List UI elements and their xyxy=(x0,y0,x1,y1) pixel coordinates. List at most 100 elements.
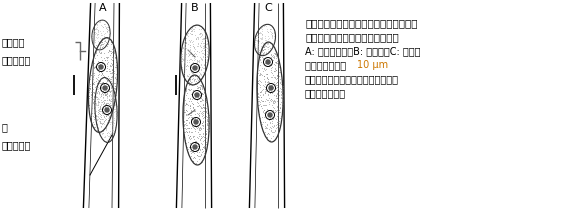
Point xyxy=(109,95,118,98)
Point xyxy=(186,92,196,95)
Point xyxy=(96,79,105,83)
Point xyxy=(253,37,262,41)
Point xyxy=(96,113,106,116)
Point xyxy=(108,120,118,124)
Point xyxy=(179,59,188,63)
Point xyxy=(263,45,272,49)
Text: られる食道腺葉の重なりの変異: られる食道腺葉の重なりの変異 xyxy=(305,32,399,42)
Point xyxy=(104,114,113,117)
Point xyxy=(104,120,113,123)
Point xyxy=(99,25,108,28)
Point xyxy=(109,48,118,51)
Point xyxy=(270,100,279,103)
Point xyxy=(85,87,95,90)
Point xyxy=(264,84,273,87)
Point xyxy=(181,42,191,45)
Point xyxy=(97,102,106,105)
Point xyxy=(94,41,103,45)
Point xyxy=(259,44,269,47)
Point xyxy=(270,69,280,73)
Point xyxy=(263,99,272,102)
Point xyxy=(99,110,109,113)
Point xyxy=(272,76,282,80)
Point xyxy=(95,111,104,115)
Point xyxy=(250,43,259,46)
Point xyxy=(193,37,203,40)
Point xyxy=(109,130,119,133)
Point xyxy=(99,96,108,99)
Point xyxy=(90,117,99,120)
Point xyxy=(273,113,282,116)
Point xyxy=(93,87,102,90)
Point xyxy=(189,57,198,60)
Point xyxy=(93,108,103,112)
Point xyxy=(183,49,193,52)
Point xyxy=(92,81,102,85)
Point xyxy=(186,99,196,102)
Point xyxy=(191,116,200,120)
Point xyxy=(181,48,190,51)
Point xyxy=(110,97,119,100)
Point xyxy=(110,89,119,93)
Point xyxy=(199,106,209,110)
Point xyxy=(192,60,202,63)
Point xyxy=(91,52,101,55)
Point xyxy=(277,100,286,104)
Point xyxy=(101,109,111,112)
Point xyxy=(105,98,114,102)
Point xyxy=(270,33,279,36)
Point xyxy=(182,131,192,134)
Point xyxy=(184,84,193,87)
Point xyxy=(93,99,102,103)
Point xyxy=(188,95,198,98)
Point xyxy=(100,91,109,94)
Point xyxy=(102,104,112,107)
Point xyxy=(95,120,104,123)
Point xyxy=(195,33,204,36)
Point xyxy=(188,76,198,80)
Point xyxy=(102,35,112,39)
Point xyxy=(186,33,195,36)
Point xyxy=(250,38,260,41)
Point xyxy=(195,32,205,35)
Point xyxy=(99,32,108,35)
Point xyxy=(183,141,193,144)
Point xyxy=(108,88,117,91)
Text: 棒線：スケール: 棒線：スケール xyxy=(305,60,349,70)
Point xyxy=(184,87,193,91)
Point xyxy=(273,92,282,96)
Point xyxy=(181,103,190,106)
Point xyxy=(104,68,113,71)
Point xyxy=(267,35,276,38)
Point xyxy=(101,38,110,42)
Point xyxy=(189,52,199,56)
Point xyxy=(191,109,200,113)
Point xyxy=(96,125,106,128)
Point xyxy=(188,29,197,33)
Point xyxy=(100,32,109,35)
Point xyxy=(276,115,285,118)
Point xyxy=(102,115,111,118)
Point xyxy=(183,81,193,84)
Point xyxy=(269,101,279,104)
Point xyxy=(100,59,109,62)
Point xyxy=(196,135,205,138)
Text: 描かれている）: 描かれている） xyxy=(305,88,346,98)
Point xyxy=(108,48,118,51)
Point xyxy=(194,127,203,131)
Point xyxy=(95,121,105,124)
Point xyxy=(189,46,198,49)
Point xyxy=(89,106,98,110)
Point xyxy=(278,87,288,90)
Point xyxy=(92,28,102,31)
Point xyxy=(96,70,106,73)
Point xyxy=(256,90,265,94)
Point xyxy=(102,94,112,97)
Point xyxy=(268,33,277,36)
Point xyxy=(96,39,106,43)
Point xyxy=(189,74,199,77)
Point xyxy=(191,37,201,41)
Point xyxy=(108,89,117,92)
Point xyxy=(93,74,103,77)
Point xyxy=(95,109,104,112)
